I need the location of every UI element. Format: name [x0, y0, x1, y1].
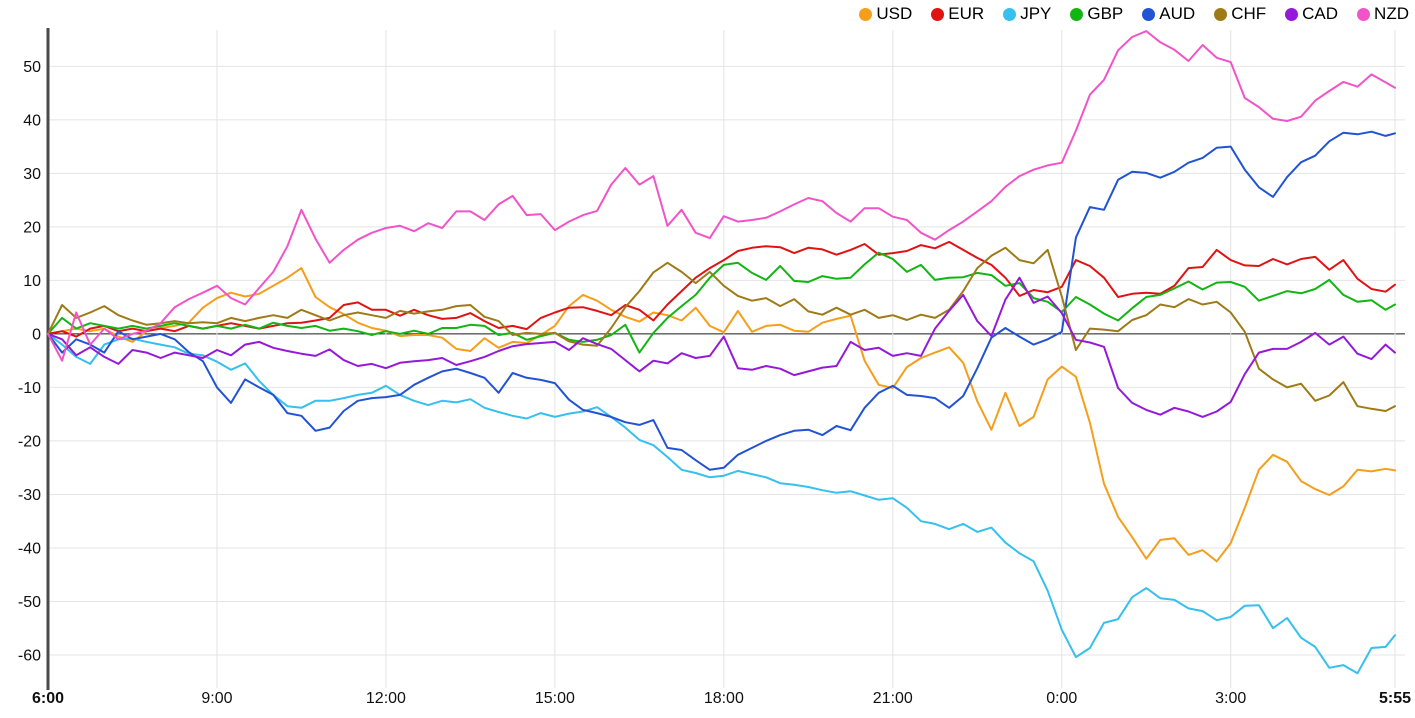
y-axis-tick-label: -50: [18, 594, 41, 611]
y-axis-tick-label: 30: [23, 166, 41, 183]
legend-label: EUR: [948, 4, 985, 23]
legend-dot-aud: [1142, 7, 1156, 21]
legend-dot-usd: [859, 7, 873, 21]
x-axis-tick-label: 15:00: [535, 690, 575, 707]
x-axis-tick-label: 6:00: [32, 690, 64, 707]
y-axis-tick-label: 0: [32, 326, 41, 343]
x-axis-tick-label: 9:00: [201, 690, 232, 707]
series-line-eur: [47, 240, 1396, 338]
x-axis-tick-label: 21:00: [873, 690, 913, 707]
legend-label: JPY: [1020, 4, 1052, 23]
legend-dot-chf: [1214, 7, 1228, 21]
legend-label: NZD: [1374, 4, 1409, 23]
legend-item-gbp[interactable]: GBP: [1070, 4, 1123, 24]
x-axis-tick-label: 3:00: [1215, 690, 1246, 707]
x-axis-tick-label: 18:00: [704, 690, 744, 707]
legend-dot-jpy: [1003, 7, 1017, 21]
chart-legend: USD EUR JPY GBP AUD CHF CAD NZD: [859, 4, 1409, 24]
series-line-usd: [47, 267, 1396, 563]
y-axis-tick-label: 10: [23, 273, 41, 290]
series-line-chf: [47, 246, 1396, 412]
series-line-jpy: [47, 332, 1396, 675]
series-line-aud: [47, 130, 1396, 471]
y-axis-tick-label: -10: [18, 380, 41, 397]
legend-item-cad[interactable]: CAD: [1285, 4, 1338, 24]
legend-item-aud[interactable]: AUD: [1142, 4, 1195, 24]
y-axis-tick-label: 20: [23, 219, 41, 236]
y-axis-tick-label: 40: [23, 112, 41, 129]
y-axis-tick-label: -30: [18, 487, 41, 504]
x-axis-tick-label: 12:00: [366, 690, 406, 707]
legend-dot-nzd: [1357, 7, 1371, 21]
legend-item-chf[interactable]: CHF: [1214, 4, 1266, 24]
series-line-gbp: [47, 251, 1396, 354]
legend-label: GBP: [1087, 4, 1124, 23]
legend-item-jpy[interactable]: JPY: [1003, 4, 1051, 24]
legend-item-eur[interactable]: EUR: [931, 4, 984, 24]
legend-label: CHF: [1231, 4, 1267, 23]
legend-dot-gbp: [1070, 7, 1084, 21]
legend-label: CAD: [1302, 4, 1339, 23]
legend-label: USD: [876, 4, 913, 23]
legend-item-nzd[interactable]: NZD: [1357, 4, 1409, 24]
legend-label: AUD: [1159, 4, 1196, 23]
y-axis-tick-label: -60: [18, 647, 41, 664]
legend-item-usd[interactable]: USD: [859, 4, 912, 24]
y-axis-tick-label: -40: [18, 540, 41, 557]
legend-dot-cad: [1285, 7, 1299, 21]
series-line-nzd: [47, 30, 1396, 362]
series-line-cad: [47, 276, 1396, 418]
legend-dot-eur: [931, 7, 945, 21]
y-axis-tick-label: -20: [18, 433, 41, 450]
x-axis-tick-label: 5:55: [1379, 690, 1411, 707]
y-axis-tick-label: 50: [23, 59, 41, 76]
x-axis-tick-label: 0:00: [1046, 690, 1077, 707]
